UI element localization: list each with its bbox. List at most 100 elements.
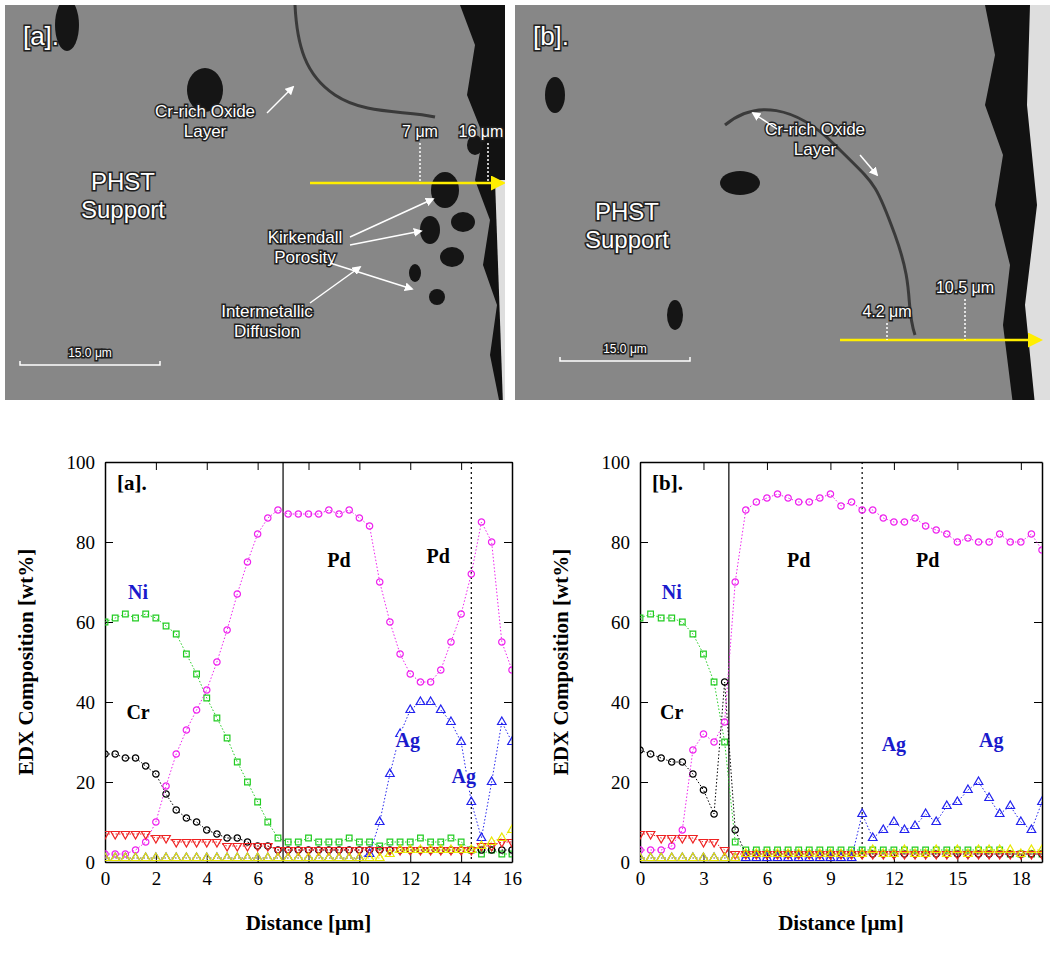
scan-marker-label: 10.5 μm (936, 279, 994, 296)
series-marker (954, 539, 960, 545)
series-marker (953, 845, 962, 852)
series-marker (223, 853, 232, 860)
y-axis-right-tick-mark (504, 462, 512, 463)
series-marker (447, 717, 456, 724)
series-marker (679, 619, 685, 625)
series-marker (890, 849, 899, 856)
pore (431, 172, 459, 208)
y-axis-tick-mark (640, 622, 648, 623)
series-marker (640, 853, 644, 860)
y-axis-tick: 80 (611, 532, 648, 553)
series-marker (234, 591, 240, 597)
series-marker (111, 832, 120, 839)
y-axis-right-tick (1034, 622, 1042, 623)
series-marker (346, 835, 352, 841)
series-marker (880, 515, 886, 521)
series-marker (509, 847, 512, 853)
scan-arrow (310, 182, 503, 185)
x-axis-tick: 12 (401, 854, 420, 889)
y-axis: 020406080100 (67, 452, 114, 873)
y-axis-tick: 40 (611, 692, 648, 713)
y-axis-tick: 0 (621, 852, 649, 873)
micrograph: [a].Cr-rich OxideLayerPHSTSupportKirkend… (5, 5, 505, 400)
series-line (105, 754, 512, 850)
series-marker (314, 853, 323, 860)
series-marker (508, 825, 512, 832)
x-axis-top-tick (1021, 462, 1022, 470)
series-marker (1039, 547, 1042, 553)
series-line (105, 510, 512, 854)
series-marker (658, 755, 664, 761)
pointer-arrow (350, 231, 421, 245)
series-marker (224, 735, 230, 741)
x-axis-top-tick-mark (894, 462, 895, 470)
y-axis-right-tick (504, 702, 512, 703)
series-marker (1006, 845, 1015, 852)
series-marker (192, 840, 201, 847)
series-marker (868, 845, 877, 852)
pore (667, 300, 683, 330)
y-axis-tick-mark (105, 542, 113, 543)
series-marker (932, 817, 941, 824)
series-marker (357, 839, 363, 845)
x-axis-tick-label: 3 (699, 868, 709, 889)
scale-bar-label: 15.0 μm (68, 346, 112, 360)
x-axis-tick: 9 (826, 854, 836, 889)
pointer-arrow (267, 87, 293, 113)
x-axis-top-tick (359, 462, 360, 470)
series-marker (162, 836, 171, 843)
y-axis-tick-mark (640, 542, 648, 543)
x-axis-tick-label: 16 (503, 868, 522, 889)
x-axis-tick-label: 2 (152, 868, 162, 889)
series-marker (699, 853, 708, 860)
dark-region (460, 5, 505, 400)
series-marker (162, 853, 171, 860)
series-marker (274, 853, 283, 860)
series-marker (711, 739, 717, 745)
series-marker (316, 839, 322, 845)
x-axis-tick: 12 (885, 854, 904, 889)
series-marker (699, 840, 708, 847)
y-axis-line (105, 463, 107, 863)
series-marker (784, 849, 793, 856)
pore (720, 171, 760, 195)
series-marker (985, 845, 994, 852)
series-marker (974, 777, 983, 784)
x-axis: 0369121518 (636, 854, 1043, 889)
series-marker (657, 853, 666, 860)
series-marker (806, 499, 812, 505)
series-marker (448, 835, 454, 841)
series-marker (646, 853, 655, 860)
series-marker (721, 679, 727, 685)
y-axis-right-tick-mark (1034, 542, 1042, 543)
series-marker (111, 853, 120, 860)
series-marker (304, 853, 313, 860)
porosity-label: KirkendallPorosity (268, 228, 343, 267)
series-marker (667, 853, 676, 860)
series-marker (355, 853, 364, 860)
series-marker (477, 841, 486, 848)
series-marker (508, 737, 512, 744)
series-marker (152, 853, 161, 860)
series-annotation: Pd (327, 549, 350, 571)
series-marker (447, 845, 456, 852)
series-marker (711, 811, 717, 817)
series-annotation: Ag (882, 733, 906, 756)
series-marker (669, 759, 675, 765)
series-marker (141, 832, 150, 839)
series-marker (122, 755, 128, 761)
y-axis-right-tick-mark (1034, 862, 1042, 863)
y-axis-right-tick-mark (504, 702, 512, 703)
y-axis-title: EDX Composition [wt%] (14, 549, 38, 775)
series-marker (224, 627, 230, 633)
series-marker (879, 849, 888, 856)
series-marker (253, 853, 262, 860)
series-marker (274, 853, 283, 860)
series-marker (214, 659, 220, 665)
series-marker (183, 815, 189, 821)
series-marker (417, 679, 423, 685)
scan-marker (964, 299, 966, 340)
oxide-line (725, 110, 915, 335)
series-marker (436, 845, 445, 852)
series-marker (305, 511, 311, 517)
